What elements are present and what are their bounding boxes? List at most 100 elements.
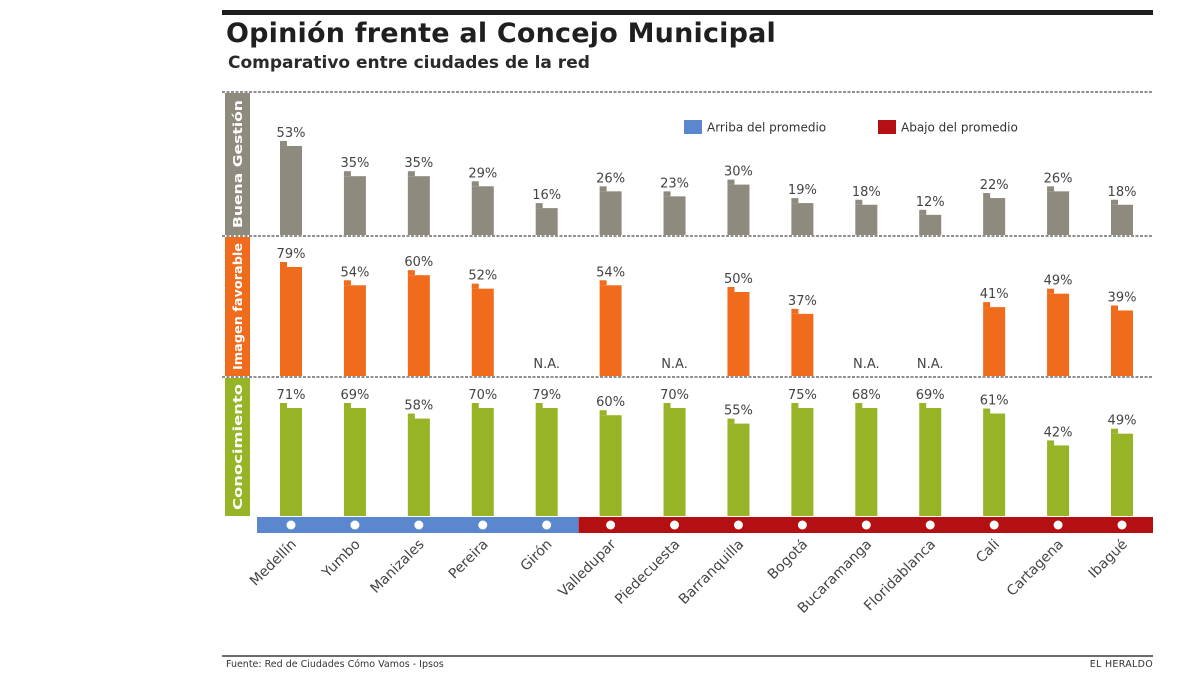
bar-notch [663,191,671,197]
bar-notch [983,408,991,414]
bar-notch [1111,199,1118,205]
bar-notch [1047,186,1055,192]
brand-credit: EL HERALDO [1089,659,1153,670]
bar [599,191,622,235]
data-label: 37% [788,294,817,309]
data-label: 18% [852,185,881,200]
panel-label-strip [225,378,250,516]
bar-notch [1047,440,1055,446]
data-label: 22% [980,178,1009,193]
source-note: Fuente: Red de Ciudades Cómo Vamos - Ips… [226,659,444,670]
category-label: Piedecuesta [612,537,683,608]
bar-notch [855,403,863,408]
bar [1047,445,1070,516]
data-label: 26% [1044,171,1073,186]
bar-notch [471,283,479,289]
category-marker [1053,520,1063,530]
category-label: Ibagué [1086,537,1131,582]
bar [1047,293,1070,376]
legend-label-arriba: Arriba del promedio [707,121,826,135]
category-label: Medellín [247,537,300,590]
data-label: 70% [660,388,689,403]
bar [280,267,302,376]
data-label: 69% [916,388,945,403]
bar-notch [1111,305,1118,311]
bar-notch [407,270,415,276]
data-label: 54% [596,265,625,280]
data-label: 35% [404,156,433,171]
category-marker [797,520,807,530]
bar [535,208,558,235]
data-label-na: N.A. [853,357,880,372]
bar [535,408,558,516]
bar [599,415,622,516]
data-label: 53% [277,126,306,141]
panel-label-strip [225,237,250,376]
bar-notch [919,403,927,408]
data-label: 69% [340,388,369,403]
data-label: 50% [724,272,753,287]
bar [663,408,686,516]
bar-notch [663,403,671,408]
bar [1111,433,1133,516]
data-label: 49% [1108,414,1137,429]
data-label: 60% [404,255,433,270]
data-label: 39% [1108,290,1137,305]
bar [1111,204,1133,235]
bar [919,214,942,235]
data-label: 42% [1044,425,1073,440]
bar-notch [280,262,287,267]
category-label: Bogotá [765,537,811,583]
bar [983,413,1006,516]
category-marker [925,520,935,530]
bar [727,292,750,376]
data-label-na: N.A. [917,357,944,372]
bar-notch [599,410,607,416]
data-label: 71% [277,388,306,403]
panel-label: Buena Gestión [230,100,245,228]
bar [855,204,878,235]
data-label: 68% [852,388,881,403]
data-label: 26% [596,171,625,186]
bar [663,196,686,235]
panel-label: Conocimiento [230,383,245,510]
bar [471,408,494,516]
category-label: Valledupar [555,536,619,600]
category-marker [542,520,552,530]
bar-notch [599,186,607,192]
bar-notch [343,171,351,177]
bar-notch [471,181,479,187]
bar [727,423,750,516]
bar [280,408,302,516]
bar-notch [919,209,927,215]
legend-swatch-arriba [684,120,702,134]
bar-notch [1047,288,1055,294]
category-label: Barranquilla [676,537,747,608]
category-label: Girón [518,537,556,575]
legend-label-abajo: Abajo del promedio [901,121,1018,135]
category-marker [350,520,360,530]
category-marker [1117,520,1127,530]
bar-notch [280,140,287,146]
bar [599,285,622,376]
page-title: Opinión frente al Concejo Municipal [226,18,777,49]
data-label: 19% [788,183,817,198]
data-label: 70% [468,388,497,403]
data-label: 12% [916,195,945,210]
bar [983,307,1006,376]
data-label: 54% [340,265,369,280]
top-rule [222,10,1153,15]
legend-swatch-abajo [878,120,896,134]
category-label: Cali [973,537,1003,567]
data-label-na: N.A. [661,357,688,372]
data-label: 49% [1044,274,1073,289]
bar [471,288,494,376]
bar [280,145,302,235]
bar [1111,310,1133,376]
category-marker [414,520,424,530]
data-label-na: N.A. [533,357,560,372]
bar-notch [983,193,991,199]
bar-notch [535,203,543,209]
bar [727,184,750,235]
bar-notch [855,199,863,205]
